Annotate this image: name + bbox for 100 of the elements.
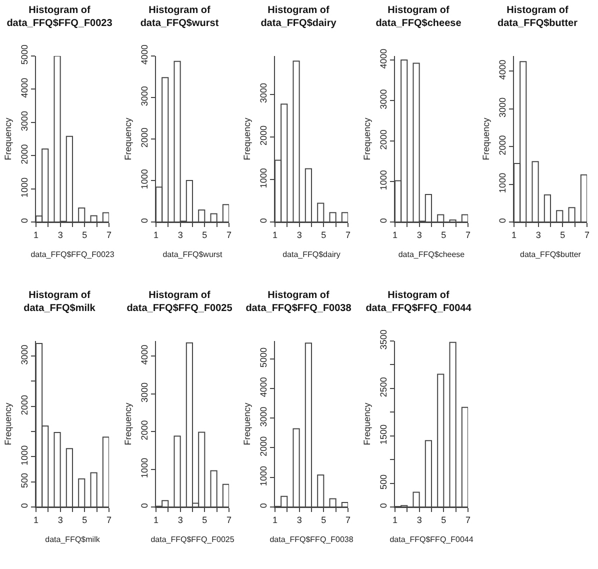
y-tick-label: 0 [19,218,30,224]
x-axis-title: data_FFQ$FFQ_F0044 [390,534,474,544]
y-tick-label: 3000 [19,344,30,364]
x-tick-label: 5 [560,230,566,240]
y-tick-label: 500 [19,472,30,488]
x-tick-label: 1 [33,230,39,240]
y-tick-label: 0 [138,218,149,224]
y-tick-label: 3000 [378,89,388,110]
x-axis-title: data_FFQ$FFQ_F0023 [30,250,115,259]
y-tick-label: 3000 [498,97,508,118]
x-tick-label: 5 [202,230,207,240]
x-tick-label: 7 [465,514,470,524]
x-tick-label: 7 [106,514,112,524]
x-tick-label: 5 [440,514,446,524]
y-tick-label: 0 [19,502,30,508]
x-tick-label: 7 [106,230,112,240]
x-axis-title: data_FFQ$dairy [282,250,341,259]
chart-title: Histogram of data_FFQ$dairy [260,4,337,29]
y-tick-label: 1000 [498,172,508,193]
x-tick-label: 7 [226,514,232,524]
x-tick-label: 1 [512,230,517,240]
y-tick-label: 0 [258,218,269,224]
y-axis-title: Frequency [122,117,132,160]
x-tick-label: 1 [392,230,398,240]
x-tick-label: 5 [202,514,207,524]
x-tick-label: 3 [297,230,302,240]
x-tick-label: 5 [440,230,446,240]
y-axis-title: Frequency [362,402,372,445]
y-tick-label: 2000 [378,130,388,150]
y-axis-title: Frequency [362,117,372,160]
y-tick-label: 1000 [138,169,149,190]
y-tick-label: 3500 [378,329,388,350]
y-tick-label: 4000 [19,78,30,98]
x-tick-label: 5 [321,230,326,240]
chart-title: Histogram of data_FFQ$wurst [140,4,219,29]
y-tick-label: 3000 [19,111,30,132]
y-tick-label: 1000 [378,170,388,190]
x-tick-label: 3 [536,230,542,240]
y-tick-label: 2000 [19,144,30,164]
y-tick-label: 1000 [258,465,269,486]
x-tick-label: 3 [58,514,63,524]
y-tick-label: 2500 [378,376,388,397]
y-tick-label: 2000 [258,436,269,456]
x-axis-title: data_FFQ$cheese [398,250,465,259]
x-axis-title: data_FFQ$FFQ_F0025 [150,534,234,544]
x-tick-label: 1 [153,514,158,524]
y-tick-label: 5000 [258,346,269,367]
x-tick-label: 3 [177,514,182,524]
y-tick-label: 4000 [378,48,388,69]
y-tick-label: 1000 [19,177,30,198]
x-tick-label: 7 [346,230,351,240]
y-tick-label: 0 [498,218,508,224]
x-tick-label: 1 [272,514,278,524]
y-axis-title: Frequency [242,402,252,445]
x-axis-title: data_FFQ$FFQ_F0038 [270,534,354,544]
y-tick-label: 3000 [138,382,149,402]
y-tick-label: 0 [378,218,388,224]
chart-title: Histogram of data_FFQ$butter [498,4,578,29]
chart-title: Histogram of data_FFQ$milk [24,289,96,314]
x-tick-label: 3 [58,230,63,240]
y-axis-title: Frequency [242,117,252,160]
x-tick-label: 7 [226,230,232,240]
x-tick-label: 1 [272,230,278,240]
x-tick-label: 3 [177,230,182,240]
y-tick-label: 3000 [258,406,269,426]
x-axis-title: data_FFQ$wurst [162,250,223,259]
y-tick-label: 1000 [258,168,269,188]
y-axis-title: Frequency [2,402,13,445]
y-tick-label: 0 [138,502,149,508]
y-axis-title: Frequency [2,117,13,160]
y-tick-label: 4000 [138,44,149,65]
y-tick-label: 4000 [258,376,269,397]
y-axis-title: Frequency [481,117,492,160]
y-axis-title: Frequency [122,402,132,445]
y-tick-label: 4000 [498,60,508,80]
x-axis-title: data_FFQ$butter [520,250,582,259]
y-tick-label: 5000 [19,44,30,65]
y-tick-label: 1500 [378,424,388,444]
y-tick-label: 2000 [138,128,149,148]
x-tick-label: 7 [346,514,351,524]
x-tick-label: 3 [297,514,302,524]
y-tick-label: 0 [378,502,388,508]
x-tick-label: 1 [153,230,158,240]
y-tick-label: 3000 [138,86,149,106]
y-tick-label: 500 [378,474,388,489]
y-tick-label: 2000 [19,394,30,415]
y-tick-label: 2000 [498,135,508,156]
x-axis-title: data_FFQ$milk [45,534,101,544]
x-tick-label: 5 [82,230,88,240]
x-tick-label: 7 [584,230,590,240]
x-tick-label: 5 [321,514,326,524]
y-tick-label: 0 [258,502,269,508]
x-tick-label: 1 [33,514,39,524]
chart-title: Histogram of data_FFQ$FFQ_F0023 [6,4,113,29]
x-tick-label: 1 [392,514,398,524]
x-tick-label: 3 [416,514,422,524]
chart-title: Histogram of data_FFQ$FFQ_F0038 [246,289,352,314]
x-tick-label: 3 [416,230,422,240]
y-tick-label: 2000 [138,420,149,440]
chart-title: Histogram of data_FFQ$FFQ_F0044 [366,289,472,314]
